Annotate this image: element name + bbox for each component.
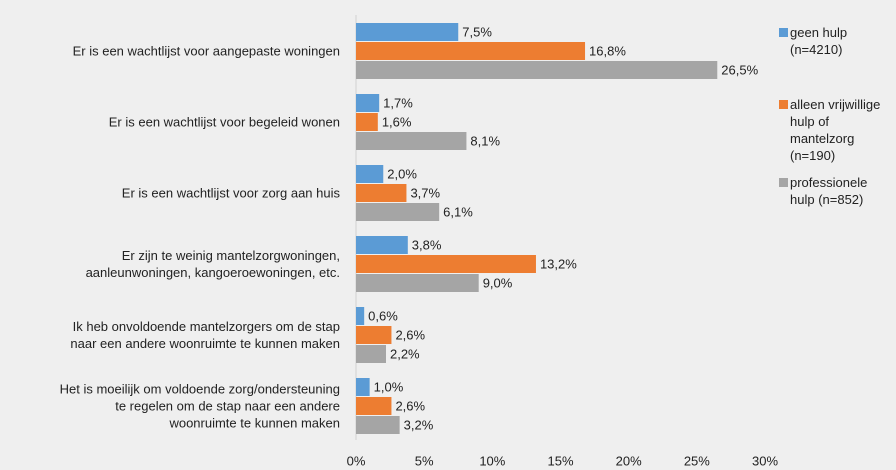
- category-label: Er is een wachtlijst voor aangepaste won…: [72, 43, 340, 59]
- data-label: 16,8%: [589, 43, 626, 58]
- bar: [356, 42, 586, 60]
- bar: [356, 203, 440, 221]
- x-tick-label: 0%: [347, 453, 366, 468]
- x-tick-label: 20%: [616, 453, 642, 468]
- x-tick-label: 10%: [479, 453, 505, 468]
- data-label: 2,6%: [395, 398, 425, 413]
- data-label: 1,6%: [382, 114, 412, 129]
- legend-swatch: [779, 178, 788, 187]
- bar: [356, 416, 400, 434]
- bar: [356, 345, 386, 363]
- legend-swatch: [779, 100, 788, 109]
- data-label: 1,7%: [383, 95, 413, 110]
- bar: [356, 378, 370, 396]
- x-tick-label: 30%: [752, 453, 778, 468]
- data-label: 13,2%: [540, 256, 577, 271]
- data-label: 26,5%: [721, 62, 758, 77]
- data-label: 6,1%: [443, 204, 473, 219]
- data-label: 3,8%: [412, 237, 442, 252]
- x-tick-label: 25%: [684, 453, 710, 468]
- bar: [356, 236, 408, 254]
- bar: [356, 397, 392, 415]
- bar: [356, 274, 479, 292]
- data-label: 8,1%: [470, 133, 500, 148]
- category-label: Ik heb onvoldoende mantelzorgers om de s…: [70, 319, 340, 351]
- bar: [356, 113, 378, 131]
- x-tick-label: 5%: [415, 453, 434, 468]
- bar: [356, 307, 365, 325]
- data-label: 2,0%: [387, 166, 417, 181]
- category-label: Het is moeilijk om voldoende zorg/onders…: [59, 381, 340, 431]
- bar: [356, 184, 407, 202]
- legend-label: geen hulp (n=4210): [790, 25, 848, 57]
- bar: [356, 255, 536, 273]
- data-label: 2,6%: [395, 327, 425, 342]
- data-label: 2,2%: [390, 346, 420, 361]
- bar: [356, 94, 380, 112]
- x-tick-label: 15%: [547, 453, 573, 468]
- bar: [356, 132, 467, 150]
- bar: [356, 326, 392, 344]
- bar: [356, 23, 459, 41]
- data-label: 0,6%: [368, 308, 398, 323]
- data-label: 7,5%: [462, 24, 492, 39]
- legend-label: alleen vrijwillige hulp of mantelzorg (n…: [790, 97, 881, 163]
- category-label: Er is een wachtlijst voor begeleid wonen: [108, 114, 340, 130]
- legend-label: professionele hulp (n=852): [790, 175, 868, 207]
- data-label: 3,7%: [410, 185, 440, 200]
- category-label: Er zijn te weinig mantelzorgwoningen, aa…: [85, 248, 340, 280]
- bar: [356, 61, 718, 79]
- data-label: 9,0%: [483, 275, 513, 290]
- category-label: Er is een wachtlijst voor zorg aan huis: [121, 185, 340, 201]
- bar: [356, 165, 384, 183]
- legend-swatch: [779, 28, 788, 37]
- data-label: 1,0%: [374, 379, 404, 394]
- data-label: 3,2%: [404, 417, 434, 432]
